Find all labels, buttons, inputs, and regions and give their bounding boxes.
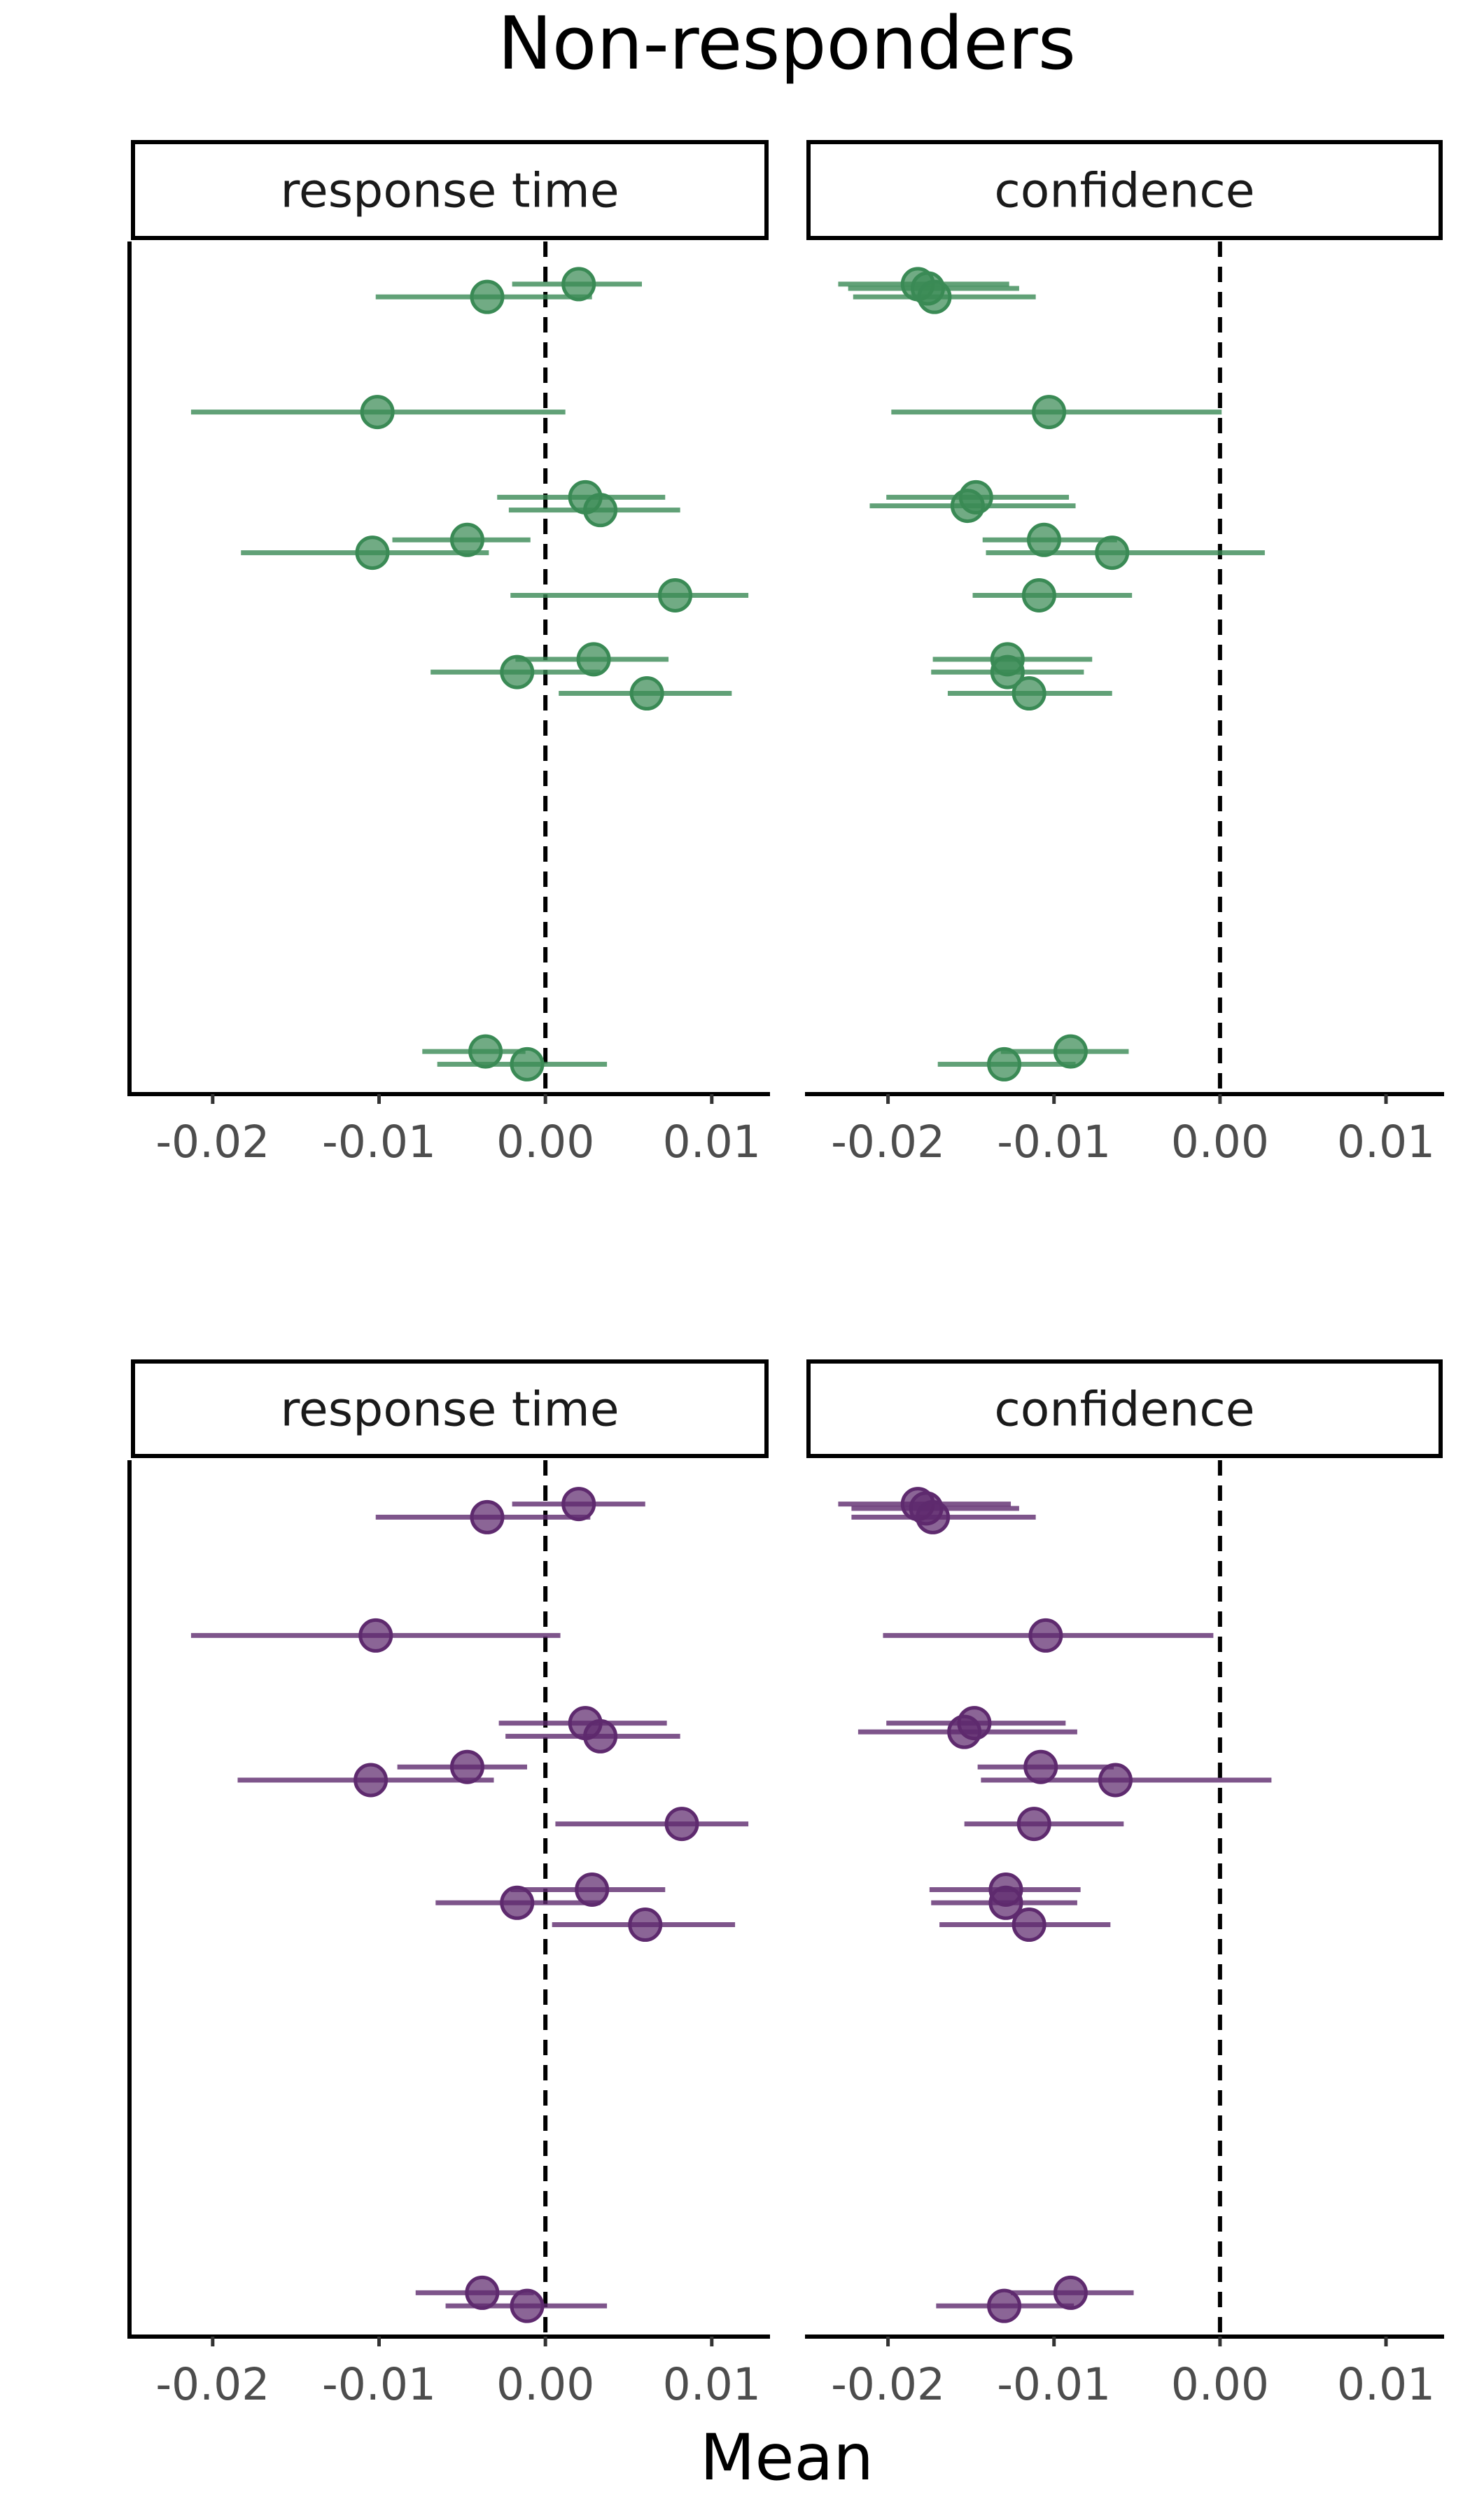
panel-0-0: response time -0.02 -0.01 0.00 0.01: [127, 140, 770, 1168]
panel-0-0-point-2: [360, 395, 395, 430]
panel-0-1-x-tick-label-2: 0.00: [1171, 1116, 1269, 1168]
panel-0-1-x-tick-label-3: 0.01: [1337, 1116, 1435, 1168]
panel-0-0-strip-label: response time: [280, 164, 619, 219]
panel-1-0-point-5: [449, 1749, 484, 1784]
panel-0-0-point-7: [658, 578, 693, 612]
panel-0-1-strip-label: confidence: [994, 164, 1254, 219]
panel-0-0-point-9: [500, 654, 535, 690]
panel-1-1-point-11: [1011, 1907, 1046, 1942]
panel-0-0-x-tick-label-1: -0.01: [322, 1116, 436, 1168]
panel-0-1-point-12: [1053, 1034, 1088, 1069]
panel-0-0-point-8: [576, 642, 611, 677]
panel-1-0-point-1: [470, 1499, 505, 1534]
panel-0-0-point-11: [468, 1034, 503, 1069]
panel-0-1-point-5: [950, 489, 985, 524]
panel-grid: response time-0.02 -0.01 0.00 0.01confidenc…: [127, 140, 1444, 2410]
panel-1-1-x-tick-label-1: -0.01: [997, 2359, 1111, 2410]
panel-0-1-x-tick-label-1: -0.01: [997, 1116, 1111, 1168]
panel-1-1-point-13: [987, 2288, 1022, 2323]
panel-1-1-point-3: [1028, 1618, 1063, 1653]
panel-0-0-point-5: [449, 522, 484, 557]
panel-1-0-point-12: [510, 2288, 545, 2323]
panel-0-0-x-tick-label-0: -0.02: [155, 1116, 270, 1168]
x-axis-title: Mean: [700, 2421, 874, 2495]
panel-1-0-point-6: [354, 1763, 388, 1798]
panel-0-0-point-10: [629, 676, 664, 711]
panel-1-0-strip: [131, 1359, 769, 1458]
panel-1-0-point-7: [664, 1807, 699, 1842]
panel-1-0-point-0: [561, 1487, 596, 1522]
panel-0-0-point-4: [583, 493, 618, 528]
panel-0-1-strip: [806, 140, 1443, 240]
panel-0-1-point-8: [1021, 578, 1056, 612]
panel-1-1-point-6: [1023, 1749, 1058, 1784]
panel-1-1-point-2: [916, 1499, 951, 1534]
panel-1-1-strip: [806, 1359, 1443, 1458]
panel-1-1-point-10: [988, 1885, 1023, 1920]
panel-1-0-x-tick-label-2: 0.00: [496, 2359, 594, 2410]
panel-1-0-strip-label: response time: [280, 1382, 619, 1438]
panel-0-0-x-tick-label-2: 0.00: [496, 1116, 594, 1168]
panel-1-0-point-2: [358, 1618, 393, 1653]
panel-1-0-point-4: [583, 1718, 618, 1754]
panel-1-0-x-tick-label-3: 0.01: [663, 2359, 761, 2410]
panel-1-0-point-10: [628, 1907, 663, 1942]
panel-0-1-x-tick-label-0: -0.02: [831, 1116, 945, 1168]
panel-0-0-point-1: [470, 279, 505, 314]
panel-1-1-strip-label: confidence: [994, 1382, 1254, 1438]
panel-1-1-point-7: [1098, 1763, 1133, 1798]
panel-1-0-point-9: [500, 1885, 535, 1920]
panel-1-1-x-tick-label-0: -0.02: [831, 2359, 945, 2410]
panel-1-1-point-12: [1053, 2275, 1088, 2310]
panel-0-1: confidence -0.02 -0.01 0.00 0.01: [805, 140, 1444, 1168]
panel-0-0-point-6: [355, 536, 390, 570]
panel-0-1-point-10: [990, 654, 1025, 690]
panel-0-0-point-0: [561, 267, 596, 302]
panel-1-1-x-tick-label-2: 0.00: [1171, 2359, 1269, 2410]
panel-1-0: response time -0.02 -0.01 0.00 0.01: [127, 1359, 770, 2410]
panel-1-1-point-8: [1016, 1807, 1051, 1842]
panel-0-1-point-3: [1032, 395, 1067, 430]
panel-1-1: confidence -0.02 -0.01 0.00 0.01: [805, 1359, 1444, 2410]
panel-1-1-x-tick-label-3: 0.01: [1337, 2359, 1435, 2410]
panel-0-0-strip: [131, 140, 769, 240]
panel-1-0-point-11: [465, 2275, 500, 2310]
panel-0-1-point-7: [1095, 536, 1130, 570]
panel-0-1-point-6: [1026, 522, 1061, 557]
panel-0-1-point-13: [987, 1046, 1022, 1082]
panel-1-0-x-tick-label-0: -0.02: [155, 2359, 270, 2410]
panel-0-1-point-2: [917, 279, 952, 314]
panel-0-1-point-11: [1011, 676, 1046, 711]
panel-1-0-point-8: [575, 1872, 610, 1907]
panel-1-0-x-tick-label-1: -0.01: [322, 2359, 436, 2410]
chart-title: Non-responders: [498, 1, 1076, 86]
panel-0-0-x-tick-label-3: 0.01: [663, 1116, 761, 1168]
panel-0-0-point-12: [510, 1046, 545, 1082]
panel-1-1-point-5: [947, 1714, 982, 1749]
